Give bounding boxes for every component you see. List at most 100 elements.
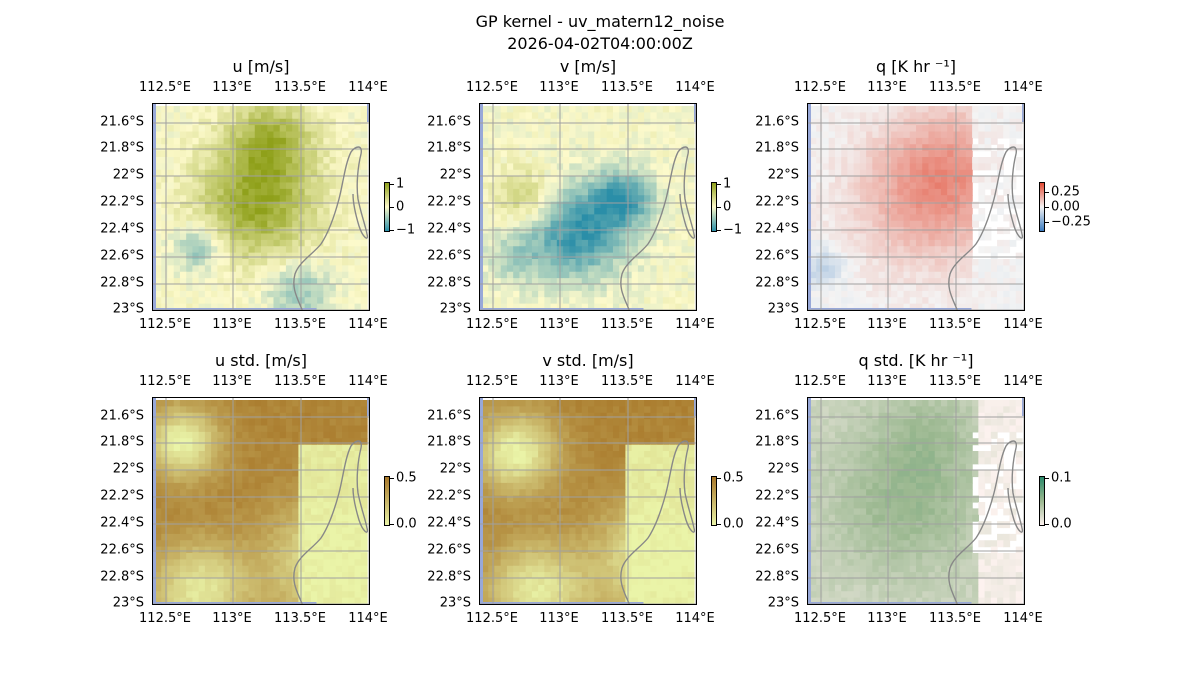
lat-tick-label: 23°S xyxy=(439,301,471,317)
colorbar-tick-label: 1 xyxy=(723,176,732,192)
colorbar xyxy=(1039,182,1045,232)
coastline xyxy=(293,146,369,310)
lon-tick-label-bottom: 113°E xyxy=(539,611,579,626)
lon-tick-label-bottom: 114°E xyxy=(1003,317,1043,332)
lon-tick-label-top: 112.5°E xyxy=(794,80,846,95)
land-mask-right xyxy=(367,398,369,416)
lat-tick-label: 22.4°S xyxy=(755,515,799,531)
lat-tick-label: 22.6°S xyxy=(427,542,471,558)
lat-tick-label: 22.4°S xyxy=(427,221,471,237)
colorbar-tick-mark xyxy=(717,524,721,525)
panel-title: q std. [K hr ⁻¹] xyxy=(858,351,974,370)
land-mask-bottom xyxy=(808,602,972,604)
lat-tick-label: 22°S xyxy=(112,461,144,477)
lon-tick-label-bottom: 113.5°E xyxy=(929,317,981,332)
lat-tick-label: 22.6°S xyxy=(100,542,144,558)
lon-tick-label-bottom: 113.5°E xyxy=(274,317,326,332)
lat-tick-label: 21.6°S xyxy=(100,408,144,424)
lat-tick-label: 22.2°S xyxy=(427,194,471,210)
lat-tick-label: 22.6°S xyxy=(755,248,799,264)
map-raster xyxy=(153,104,369,310)
colorbar-tick-mark xyxy=(717,478,721,479)
lon-tick-label-bottom: 112.5°E xyxy=(794,317,846,332)
lon-tick-label-bottom: 113°E xyxy=(212,317,252,332)
colorbar-tick-mark xyxy=(1045,192,1049,193)
panel-title: v [m/s] xyxy=(559,57,617,76)
lon-tick-label-bottom: 112.5°E xyxy=(139,317,191,332)
colorbar-tick-label: 0.0 xyxy=(723,516,744,532)
lon-tick-label-bottom: 113.5°E xyxy=(929,611,981,626)
lon-tick-label-top: 112.5°E xyxy=(139,374,191,389)
map-raster xyxy=(480,104,696,310)
lon-tick-label-bottom: 113°E xyxy=(867,611,907,626)
lat-tick-label: 21.6°S xyxy=(427,114,471,130)
map-axes[interactable] xyxy=(479,397,697,605)
map-axes[interactable] xyxy=(807,397,1025,605)
panel-title: u std. [m/s] xyxy=(215,351,307,370)
colorbar-tick-label: 0 xyxy=(723,199,732,215)
colorbar-tick-label: 0.25 xyxy=(1051,184,1080,200)
colorbar-tick-mark xyxy=(390,207,394,208)
colorbar-tick-mark xyxy=(717,184,721,185)
lat-tick-label: 22°S xyxy=(767,167,799,183)
lon-tick-label-top: 113°E xyxy=(212,374,252,389)
coastline xyxy=(948,146,1024,310)
lon-tick-label-top: 113.5°E xyxy=(274,374,326,389)
coastline xyxy=(948,440,1024,604)
colorbar-tick-label: −1 xyxy=(396,222,416,238)
colorbar-tick-label: 0.1 xyxy=(1051,470,1072,486)
lat-tick-label: 21.8°S xyxy=(100,140,144,156)
lat-tick-label: 22°S xyxy=(112,167,144,183)
land-mask-right xyxy=(1022,398,1024,416)
land-mask-bottom xyxy=(153,602,317,604)
land-mask-bottom xyxy=(480,308,644,310)
lon-tick-label-top: 114°E xyxy=(675,80,715,95)
lat-tick-label: 21.8°S xyxy=(100,434,144,450)
coastline xyxy=(293,440,369,604)
lon-tick-label-top: 112.5°E xyxy=(794,374,846,389)
lon-tick-label-bottom: 112.5°E xyxy=(794,611,846,626)
colorbar xyxy=(384,476,390,526)
colorbar-tick-mark xyxy=(1045,207,1049,208)
lon-tick-label-top: 112.5°E xyxy=(139,80,191,95)
map-axes[interactable] xyxy=(152,397,370,605)
lat-tick-label: 23°S xyxy=(439,595,471,611)
lon-tick-label-bottom: 114°E xyxy=(675,317,715,332)
map-raster xyxy=(808,398,1024,604)
lon-tick-label-top: 113°E xyxy=(212,80,252,95)
colorbar-tick-label: −0.25 xyxy=(1051,214,1091,230)
map-axes[interactable] xyxy=(152,103,370,311)
lat-tick-label: 22.8°S xyxy=(100,569,144,585)
coastline xyxy=(620,146,696,310)
lat-tick-label: 22.2°S xyxy=(100,488,144,504)
colorbar-tick-mark xyxy=(1045,222,1049,223)
lat-tick-label: 22.6°S xyxy=(100,248,144,264)
lon-tick-label-bottom: 114°E xyxy=(348,611,388,626)
map-axes[interactable] xyxy=(479,103,697,311)
lon-tick-label-bottom: 114°E xyxy=(675,611,715,626)
lon-tick-label-bottom: 113°E xyxy=(212,611,252,626)
lat-tick-label: 21.6°S xyxy=(427,408,471,424)
map-axes[interactable] xyxy=(807,103,1025,311)
lat-tick-label: 22.4°S xyxy=(755,221,799,237)
lat-tick-label: 22.4°S xyxy=(100,221,144,237)
land-mask-bottom xyxy=(480,602,644,604)
land-mask-right xyxy=(1022,104,1024,122)
colorbar xyxy=(1039,476,1045,526)
lon-tick-label-top: 113°E xyxy=(867,80,907,95)
colorbar-tick-label: 0.5 xyxy=(396,470,417,486)
lat-tick-label: 22°S xyxy=(767,461,799,477)
colorbar-tick-mark xyxy=(1045,524,1049,525)
colorbar-tick-label: 1 xyxy=(396,176,405,192)
coastline xyxy=(620,440,696,604)
colorbar-tick-mark xyxy=(717,230,721,231)
lat-tick-label: 23°S xyxy=(112,595,144,611)
lon-tick-label-bottom: 114°E xyxy=(348,317,388,332)
lon-tick-label-bottom: 113.5°E xyxy=(274,611,326,626)
land-mask-left xyxy=(480,398,483,604)
lat-tick-label: 21.8°S xyxy=(755,140,799,156)
lat-tick-label: 21.6°S xyxy=(755,408,799,424)
lon-tick-label-bottom: 112.5°E xyxy=(466,317,518,332)
lon-tick-label-top: 114°E xyxy=(1003,374,1043,389)
lat-tick-label: 22.8°S xyxy=(427,569,471,585)
